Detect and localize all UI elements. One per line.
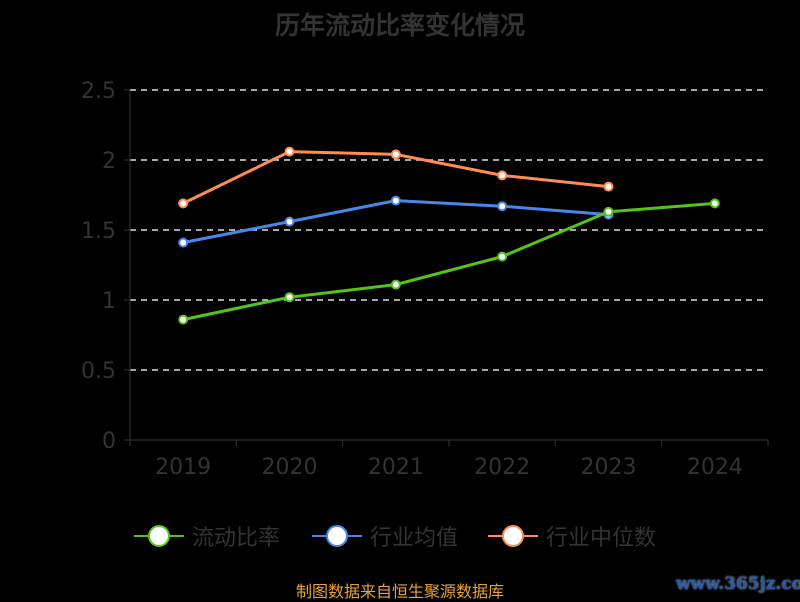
legend-item[interactable]: 行业均值 bbox=[312, 520, 458, 552]
data-point bbox=[603, 206, 614, 217]
data-point bbox=[603, 181, 614, 192]
source-note: 制图数据来自恒生聚源数据库 bbox=[295, 582, 504, 601]
data-point bbox=[178, 314, 189, 325]
legend-label: 行业均值 bbox=[370, 526, 459, 551]
legend-marker-icon bbox=[134, 525, 184, 547]
data-point bbox=[390, 279, 401, 290]
data-point bbox=[390, 195, 401, 206]
legend-item[interactable]: 行业中位数 bbox=[488, 520, 656, 552]
y-tick-label: 0 bbox=[102, 429, 116, 454]
data-point bbox=[390, 149, 401, 160]
data-point bbox=[709, 198, 720, 209]
data-point bbox=[284, 216, 295, 227]
legend-label: 行业中位数 bbox=[546, 526, 657, 551]
series-line bbox=[182, 201, 715, 322]
legend-marker-icon bbox=[488, 525, 538, 547]
y-tick-label: 1 bbox=[102, 289, 116, 314]
watermark: www.365jz.com bbox=[676, 574, 800, 594]
data-point bbox=[497, 201, 508, 212]
legend-label: 流动比率 bbox=[192, 526, 281, 551]
y-tick-label: 2 bbox=[102, 149, 116, 174]
y-tick-label: 0.5 bbox=[81, 359, 116, 384]
x-tick-label: 2023 bbox=[581, 455, 637, 480]
x-tick-label: 2021 bbox=[368, 455, 424, 480]
x-tick-label: 2024 bbox=[687, 455, 743, 480]
y-tick-label: 1.5 bbox=[81, 219, 116, 244]
data-point bbox=[178, 237, 189, 248]
y-tick-label: 2.5 bbox=[81, 79, 116, 104]
legend-marker-icon bbox=[312, 525, 362, 547]
x-tick-label: 2019 bbox=[155, 455, 211, 480]
data-point bbox=[284, 292, 295, 303]
data-point bbox=[497, 170, 508, 181]
data-point bbox=[497, 251, 508, 262]
x-tick-label: 2022 bbox=[474, 455, 530, 480]
legend-item[interactable]: 流动比率 bbox=[134, 520, 280, 552]
data-point bbox=[284, 146, 295, 157]
x-tick-label: 2020 bbox=[262, 455, 318, 480]
series-line bbox=[182, 199, 609, 245]
data-point bbox=[178, 198, 189, 209]
chart-title: 历年流动比率变化情况 bbox=[274, 11, 525, 40]
